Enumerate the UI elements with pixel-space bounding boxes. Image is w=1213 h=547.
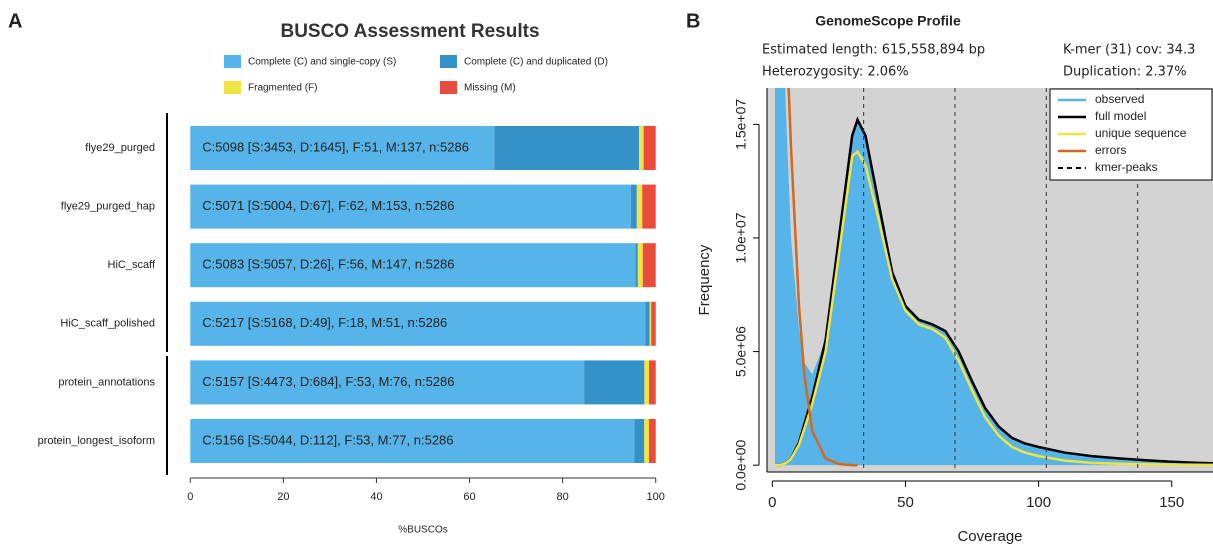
legend-label: kmer-peaks	[1095, 160, 1158, 174]
series-line	[774, 116, 1213, 467]
bar-segment	[636, 184, 643, 229]
x-axis-label: %BUSCOs	[398, 525, 447, 536]
bar-segment	[190, 360, 585, 405]
y-tick-label: protein_annotations	[58, 376, 155, 388]
x-axis-label: Coverage	[957, 528, 1022, 545]
bar-segment	[649, 301, 652, 346]
legend-label: Missing (M)	[464, 83, 516, 94]
x-tick-label: 150	[1159, 494, 1184, 511]
bar-segment	[630, 184, 637, 229]
bar-segment	[190, 184, 631, 229]
legend-label: full model	[1095, 109, 1146, 123]
bar-label: C:5083 [S:5057, D:26], F:56, M:147, n:52…	[202, 257, 454, 272]
legend-swatch	[440, 81, 457, 94]
x-tick-label: 50	[897, 494, 914, 511]
legend-swatch	[224, 81, 241, 94]
bar-segment	[644, 419, 649, 463]
x-tick-label: 20	[277, 491, 289, 503]
y-tick-label: 1.0e+07	[733, 212, 749, 263]
bar-segment	[494, 126, 640, 170]
y-tick-label: HiC_scaff	[108, 259, 156, 271]
bar-segment	[635, 243, 638, 288]
legend-label: Complete (C) and single-copy (S)	[248, 57, 396, 68]
legend-label: observed	[1095, 92, 1144, 106]
bar-segment	[190, 419, 635, 463]
bar-segment	[639, 126, 644, 170]
bar-segment	[190, 301, 646, 346]
y-tick-label: 5.0e+06	[733, 326, 749, 377]
bar-label: C:5098 [S:3453, D:1645], F:51, M:137, n:…	[202, 139, 469, 154]
bar-segment	[645, 301, 650, 346]
legend-label: Complete (C) and duplicated (D)	[464, 57, 608, 68]
annotation: Duplication: 2.37%	[1063, 65, 1187, 80]
bar-segment	[190, 243, 636, 288]
bar-segment	[634, 419, 645, 463]
panel-label: A	[8, 10, 22, 32]
bar-segment	[648, 419, 656, 463]
legend-swatch	[440, 55, 457, 68]
legend-label: unique sequence	[1095, 126, 1187, 140]
chart-title: GenomeScope Profile	[815, 13, 961, 29]
panel-label: B	[686, 10, 700, 32]
y-tick-label: flye29_purged_hap	[61, 201, 155, 213]
y-tick-label: flye29_purged	[85, 142, 155, 154]
bar-segment	[649, 360, 656, 405]
plot-area	[774, 88, 1213, 472]
legend-swatch	[224, 55, 241, 68]
x-tick-label: 40	[370, 491, 382, 503]
y-axis-label: Frequency	[696, 244, 713, 315]
bar-label: C:5071 [S:5004, D:67], F:62, M:153, n:52…	[202, 198, 454, 213]
y-tick-label: HiC_scaff_polished	[60, 318, 155, 330]
bar-segment	[642, 243, 656, 288]
y-tick-label: 0.0e+00	[733, 439, 749, 490]
observed-area	[775, 88, 1213, 466]
y-tick-label: protein_longest_isoform	[38, 435, 155, 447]
annotation: Heterozygosity: 2.06%	[762, 65, 909, 80]
x-tick-label: 60	[463, 491, 475, 503]
bar-segment	[651, 301, 656, 346]
bar-segment	[643, 126, 656, 170]
bar-segment	[637, 243, 643, 288]
bar-segment	[190, 126, 495, 170]
bar-segment	[642, 184, 656, 229]
series-line	[787, 88, 858, 467]
bar-label: C:5156 [S:5044, D:112], F:53, M:77, n:52…	[202, 432, 453, 447]
x-tick-label: 80	[557, 491, 569, 503]
legend-label: Fragmented (F)	[248, 83, 317, 94]
annotation: Estimated length: 615,558,894 bp	[762, 43, 985, 58]
x-tick-label: 0	[187, 491, 193, 503]
x-tick-label: 100	[1026, 494, 1051, 511]
bar-label: C:5217 [S:5168, D:49], F:18, M:51, n:528…	[202, 315, 447, 330]
x-tick-label: 100	[647, 491, 665, 503]
series-line	[774, 149, 1213, 467]
x-tick-label: 0	[768, 494, 776, 511]
annotation: K-mer (31) cov: 34.3	[1063, 43, 1195, 58]
bar-label: C:5157 [S:4473, D:684], F:53, M:76, n:52…	[202, 374, 454, 389]
legend-label: errors	[1095, 143, 1126, 157]
y-tick-label: 1.5e+07	[733, 99, 749, 150]
chart-title: BUSCO Assessment Results	[280, 21, 539, 42]
bar-segment	[644, 360, 650, 405]
bar-segment	[584, 360, 645, 405]
